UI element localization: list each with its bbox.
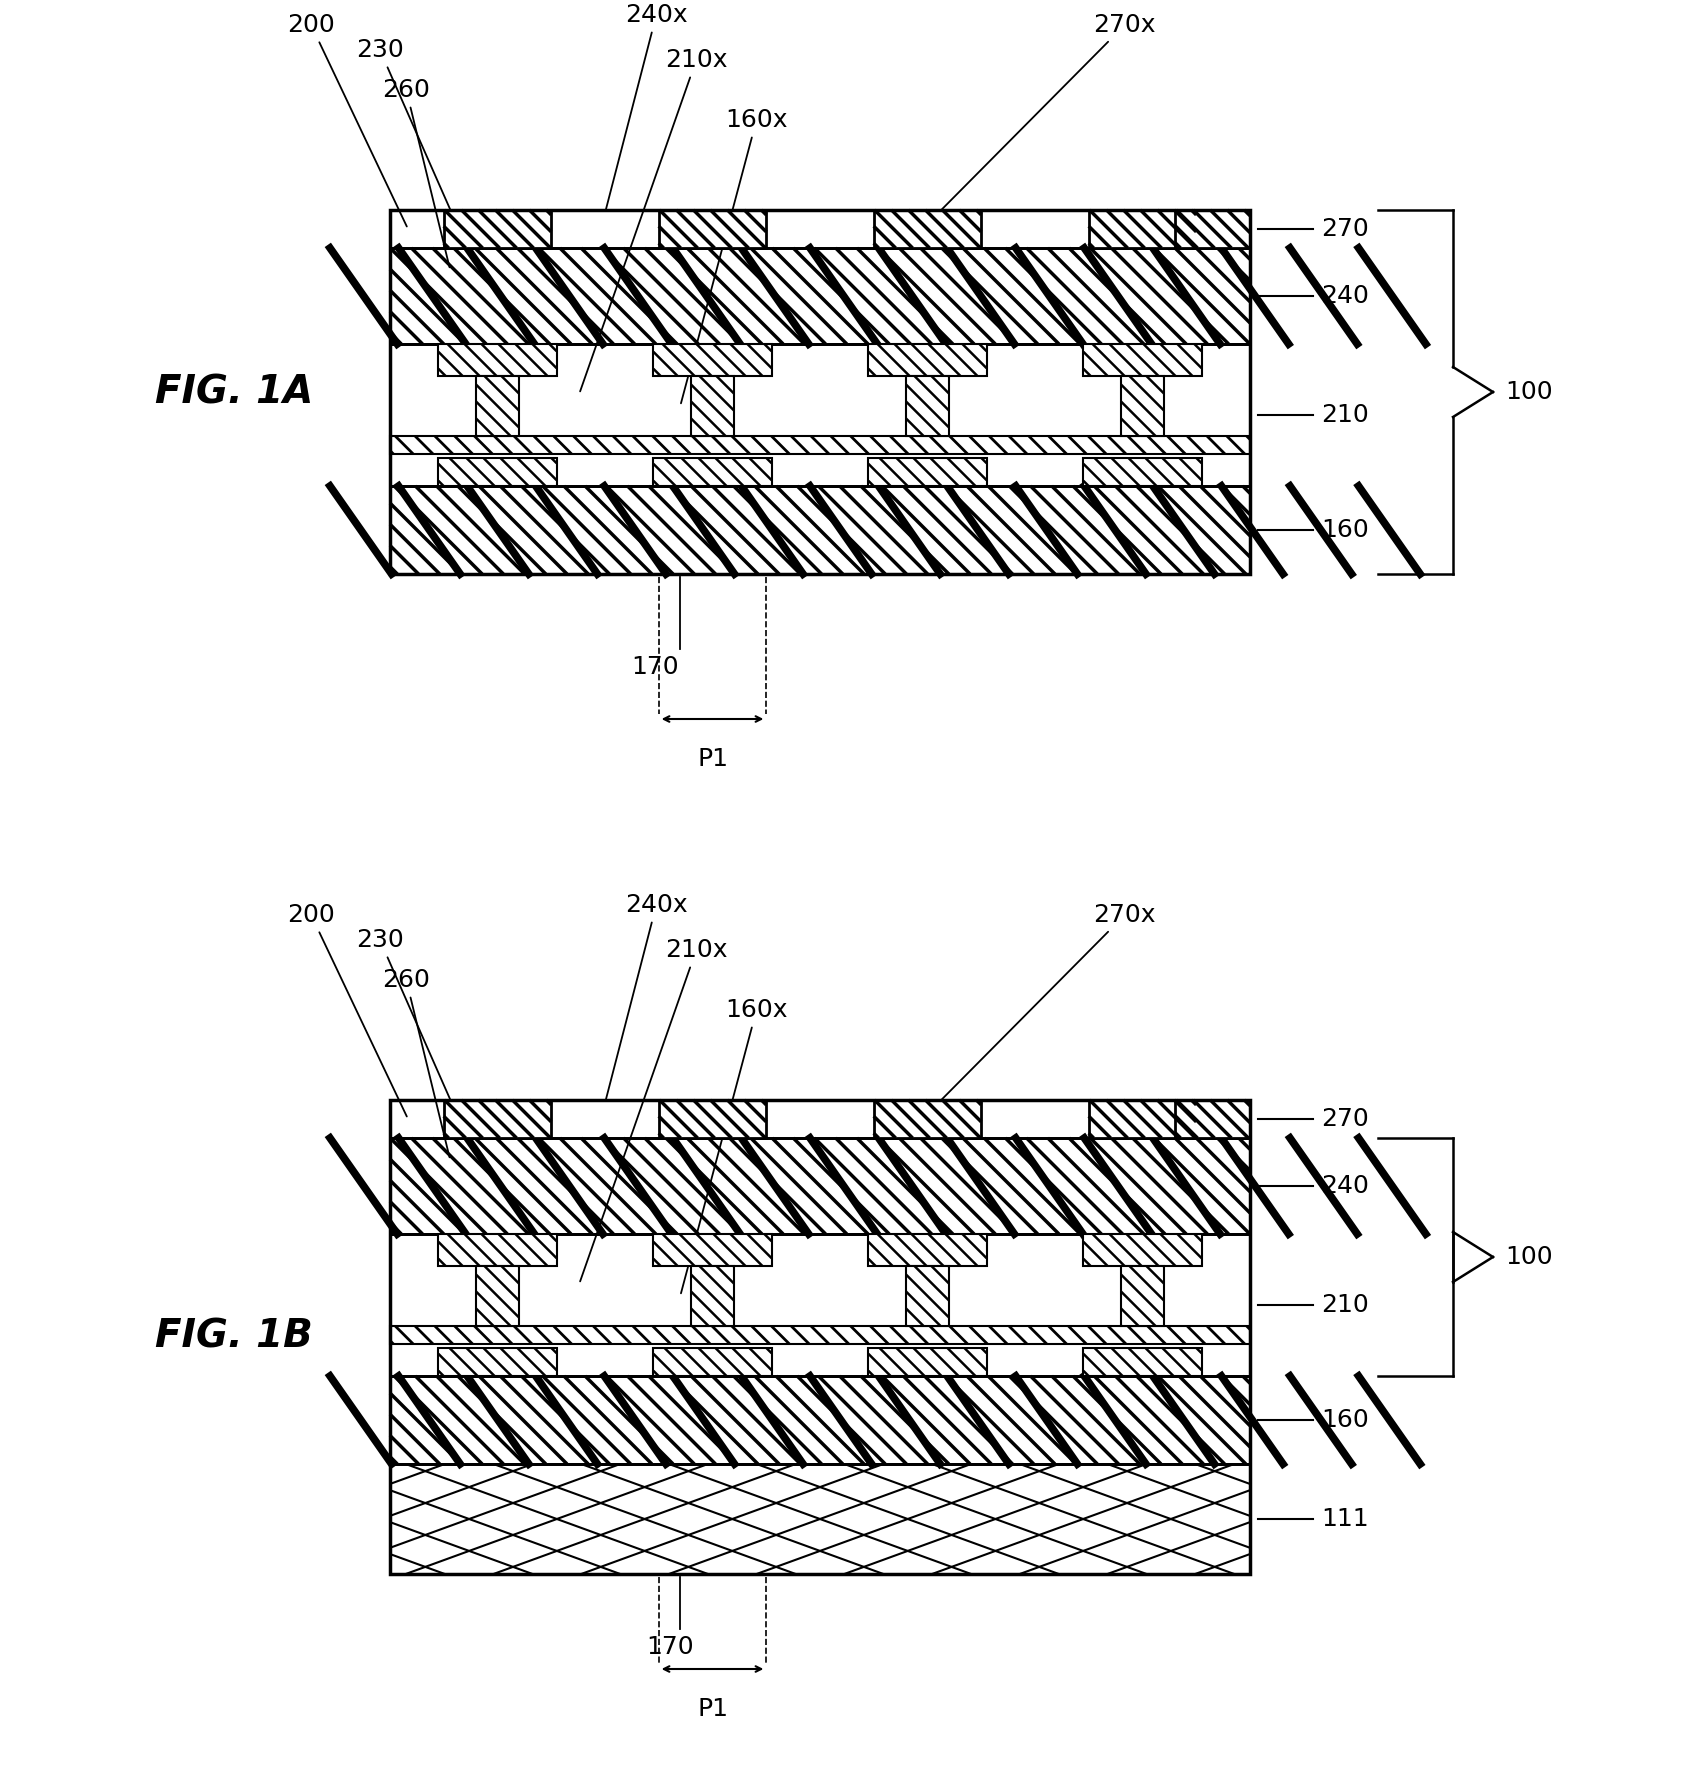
Bar	[874, 210, 981, 248]
Text: 230: 230	[356, 928, 451, 1101]
Bar	[869, 458, 986, 486]
Text: 210x: 210x	[580, 48, 728, 392]
Bar	[1122, 1265, 1164, 1326]
Bar	[475, 1265, 519, 1326]
Bar	[438, 458, 557, 486]
Text: 240x: 240x	[606, 893, 687, 1099]
Bar	[906, 1265, 949, 1326]
Text: 200: 200	[287, 12, 407, 226]
Bar	[653, 458, 772, 486]
Text: P1: P1	[697, 1696, 728, 1721]
Bar	[443, 1099, 552, 1139]
Bar	[653, 1347, 772, 1376]
Text: 270x: 270x	[940, 903, 1156, 1101]
Text: FIG. 1B: FIG. 1B	[154, 1319, 312, 1356]
Bar	[475, 376, 519, 437]
Bar	[869, 1347, 986, 1376]
Bar	[874, 1099, 981, 1139]
Bar	[438, 1347, 557, 1376]
Text: 270x: 270x	[940, 12, 1156, 210]
Text: 210: 210	[1320, 403, 1369, 428]
Bar	[438, 344, 557, 376]
Text: 170: 170	[631, 656, 679, 679]
Text: 240: 240	[1320, 1174, 1369, 1198]
Text: 160x: 160x	[680, 109, 787, 403]
Text: FIG. 1A: FIG. 1A	[154, 372, 314, 412]
Bar	[869, 1233, 986, 1265]
Text: 100: 100	[1505, 1246, 1553, 1269]
Bar	[390, 1139, 1251, 1233]
Text: 270: 270	[1320, 217, 1369, 241]
Text: 160: 160	[1320, 1408, 1369, 1433]
Bar	[443, 210, 552, 248]
Bar	[1174, 210, 1251, 248]
Bar	[658, 210, 767, 248]
Bar	[438, 1233, 557, 1265]
Bar	[869, 344, 986, 376]
Text: P1: P1	[697, 747, 728, 772]
Bar	[1089, 1099, 1196, 1139]
Bar	[1174, 1099, 1251, 1139]
Text: 160x: 160x	[680, 998, 787, 1294]
Bar	[390, 1465, 1251, 1574]
Bar	[691, 376, 735, 437]
Text: 100: 100	[1505, 380, 1553, 405]
Bar	[390, 344, 1251, 486]
Text: 260: 260	[382, 968, 450, 1157]
Text: 111: 111	[1320, 1508, 1368, 1531]
Text: 170: 170	[647, 1636, 694, 1659]
Text: 160: 160	[1320, 519, 1369, 542]
Bar	[1122, 376, 1164, 437]
Text: 240: 240	[1320, 283, 1369, 308]
Bar	[390, 437, 1251, 454]
Text: 210: 210	[1320, 1294, 1369, 1317]
Bar	[906, 376, 949, 437]
Bar	[653, 1233, 772, 1265]
Bar	[658, 1099, 767, 1139]
Bar	[390, 1233, 1251, 1376]
Bar	[390, 1326, 1251, 1344]
Bar	[390, 486, 1251, 574]
Bar	[390, 210, 1251, 574]
Text: 230: 230	[356, 37, 451, 210]
Text: 240x: 240x	[606, 4, 687, 210]
Bar	[390, 248, 1251, 344]
Bar	[653, 344, 772, 376]
Bar	[1089, 210, 1196, 248]
Bar	[1083, 1347, 1201, 1376]
Bar	[390, 1099, 1251, 1574]
Bar	[1083, 458, 1201, 486]
Text: 260: 260	[382, 78, 450, 267]
Text: 210x: 210x	[580, 937, 728, 1281]
Text: 270: 270	[1320, 1107, 1369, 1132]
Text: 200: 200	[287, 903, 407, 1117]
Bar	[1083, 344, 1201, 376]
Bar	[1083, 1233, 1201, 1265]
Bar	[691, 1265, 735, 1326]
Bar	[390, 1376, 1251, 1465]
